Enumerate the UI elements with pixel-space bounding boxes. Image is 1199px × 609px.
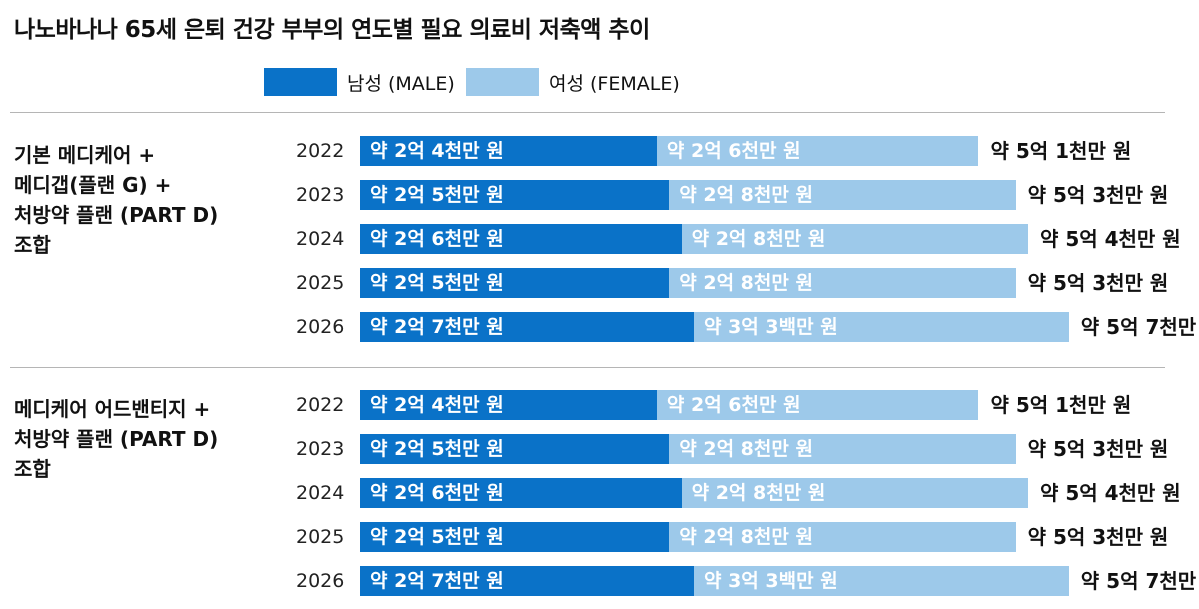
bar-female-label: 약 3억 3백만 원 — [703, 570, 838, 592]
bar-female-label: 약 2억 8천만 원 — [679, 438, 813, 460]
group-label-line: 조합 — [14, 233, 51, 257]
bar-female-label: 약 2억 8천만 원 — [691, 228, 826, 250]
bar-row: 2023 약 2억 5천만 원 약 2억 8천만 원 약 5억 3천만 원 — [0, 434, 1199, 464]
year-tick-label: 2026 — [296, 316, 345, 338]
bar-male-label: 약 2억 7천만 원 — [370, 570, 504, 592]
bar-male-label: 약 2억 6천만 원 — [370, 228, 504, 250]
bar-male: 약 2억 4천만 원 — [360, 390, 657, 420]
bar-total-label: 약 5억 3천만 원 — [1027, 183, 1169, 207]
bar-male: 약 2억 5천만 원 — [360, 434, 670, 464]
bar-male: 약 2억 4천만 원 — [360, 136, 657, 166]
bar-female: 약 3억 3백만 원 — [693, 312, 1069, 342]
bar-male: 약 2억 5천만 원 — [360, 268, 670, 298]
bar-female-label: 약 3억 3백만 원 — [703, 316, 838, 338]
bar-female-label: 약 2억 8천만 원 — [679, 526, 813, 548]
legend-item-male: 남성 (MALE) — [264, 68, 455, 96]
group-label-line: 메디갭(플랜 G) + — [14, 173, 172, 197]
group-label-line: 처방약 플랜 (PART D) — [14, 427, 219, 451]
bar-male: 약 2억 7천만 원 — [360, 312, 694, 342]
legend-swatch-female — [466, 68, 539, 96]
bar-total-label: 약 5억 7천만 원 — [1080, 315, 1199, 339]
bar-row: 2025 약 2억 5천만 원 약 2억 8천만 원 약 5억 3천만 원 — [0, 268, 1199, 298]
year-tick-label: 2025 — [296, 526, 345, 548]
bar-female-label: 약 2억 8천만 원 — [679, 272, 813, 294]
bar-male-label: 약 2억 5천만 원 — [370, 438, 504, 460]
bar-male-label: 약 2억 5천만 원 — [370, 272, 504, 294]
legend-label-female: 여성 (FEMALE) — [549, 72, 680, 95]
bar-total-label: 약 5억 7천만 원 — [1080, 569, 1199, 593]
bar-total-label: 약 5억 1천만 원 — [990, 393, 1132, 417]
group-label-1: 기본 메디케어 + 메디갭(플랜 G) + 처방약 플랜 (PART D) 조합 — [14, 140, 218, 260]
bar-female-label: 약 2억 6천만 원 — [666, 394, 801, 416]
bar-total-label: 약 5억 3천만 원 — [1027, 525, 1169, 549]
group-label-2: 메디케어 어드밴티지 + 처방약 플랜 (PART D) 조합 — [14, 394, 218, 484]
bar-male-label: 약 2억 5천만 원 — [370, 526, 504, 548]
bar-male: 약 2억 6천만 원 — [360, 224, 682, 254]
bar-female-label: 약 2억 8천만 원 — [679, 184, 813, 206]
year-tick-label: 2026 — [296, 570, 345, 592]
bar-row: 2025 약 2억 5천만 원 약 2억 8천만 원 약 5억 3천만 원 — [0, 522, 1199, 552]
bar-total-label: 약 5억 3천만 원 — [1027, 437, 1169, 461]
separator-middle — [10, 367, 1165, 368]
bar-total-label: 약 5억 4천만 원 — [1039, 481, 1181, 505]
bar-female: 약 2억 6천만 원 — [656, 136, 979, 166]
bar-male: 약 2억 6천만 원 — [360, 478, 682, 508]
bar-female: 약 2억 8천만 원 — [669, 268, 1016, 298]
bar-male-label: 약 2억 4천만 원 — [370, 394, 504, 416]
bar-row: 2022 약 2억 4천만 원 약 2억 6천만 원 약 5억 1천만 원 — [0, 136, 1199, 166]
bar-female: 약 3억 3백만 원 — [693, 566, 1069, 596]
group-label-line: 처방약 플랜 (PART D) — [14, 203, 219, 227]
year-tick-label: 2024 — [296, 482, 345, 504]
bar-row: 2023 약 2억 5천만 원 약 2억 8천만 원 약 5억 3천만 원 — [0, 180, 1199, 210]
bar-row: 2026 약 2억 7천만 원 약 3억 3백만 원 약 5억 7천만 원 — [0, 312, 1199, 342]
bar-female: 약 2억 8천만 원 — [669, 434, 1016, 464]
group-label-line: 기본 메디케어 + — [14, 143, 156, 167]
year-tick-label: 2022 — [296, 394, 345, 416]
year-tick-label: 2024 — [296, 228, 345, 250]
bar-female-label: 약 2억 8천만 원 — [691, 482, 826, 504]
separator-top — [10, 112, 1165, 113]
bar-female: 약 2억 8천만 원 — [681, 224, 1028, 254]
year-tick-label: 2023 — [296, 184, 345, 206]
bar-male-label: 약 2억 6천만 원 — [370, 482, 504, 504]
bar-row: 2026 약 2억 7천만 원 약 3억 3백만 원 약 5억 7천만 원 — [0, 566, 1199, 596]
bar-female: 약 2억 8천만 원 — [669, 180, 1016, 210]
bar-female: 약 2억 8천만 원 — [669, 522, 1016, 552]
bar-male-label: 약 2억 5천만 원 — [370, 184, 504, 206]
bar-male-label: 약 2억 4천만 원 — [370, 140, 504, 162]
legend-item-female: 여성 (FEMALE) — [466, 68, 680, 96]
year-tick-label: 2022 — [296, 140, 345, 162]
bar-male: 약 2억 7천만 원 — [360, 566, 694, 596]
bar-male: 약 2억 5천만 원 — [360, 180, 670, 210]
bar-female: 약 2억 8천만 원 — [681, 478, 1028, 508]
bar-row: 2024 약 2억 6천만 원 약 2억 8천만 원 약 5억 4천만 원 — [0, 478, 1199, 508]
bar-total-label: 약 5억 3천만 원 — [1027, 271, 1169, 295]
year-tick-label: 2025 — [296, 272, 345, 294]
legend-swatch-male — [264, 68, 337, 96]
legend-label-male: 남성 (MALE) — [347, 72, 455, 95]
bar-male: 약 2억 5천만 원 — [360, 522, 670, 552]
group-label-line: 조합 — [14, 457, 51, 481]
year-tick-label: 2023 — [296, 438, 345, 460]
chart-title: 나노바나나 65세 은퇴 건강 부부의 연도별 필요 의료비 저축액 추이 — [14, 17, 650, 43]
bar-female-label: 약 2억 6천만 원 — [666, 140, 801, 162]
group-label-line: 메디케어 어드밴티지 + — [14, 397, 211, 421]
bar-total-label: 약 5억 1천만 원 — [990, 139, 1132, 163]
bar-row: 2022 약 2억 4천만 원 약 2억 6천만 원 약 5억 1천만 원 — [0, 390, 1199, 420]
bar-total-label: 약 5억 4천만 원 — [1039, 227, 1181, 251]
bar-female: 약 2억 6천만 원 — [656, 390, 979, 420]
bar-row: 2024 약 2억 6천만 원 약 2억 8천만 원 약 5억 4천만 원 — [0, 224, 1199, 254]
bar-male-label: 약 2억 7천만 원 — [370, 316, 504, 338]
